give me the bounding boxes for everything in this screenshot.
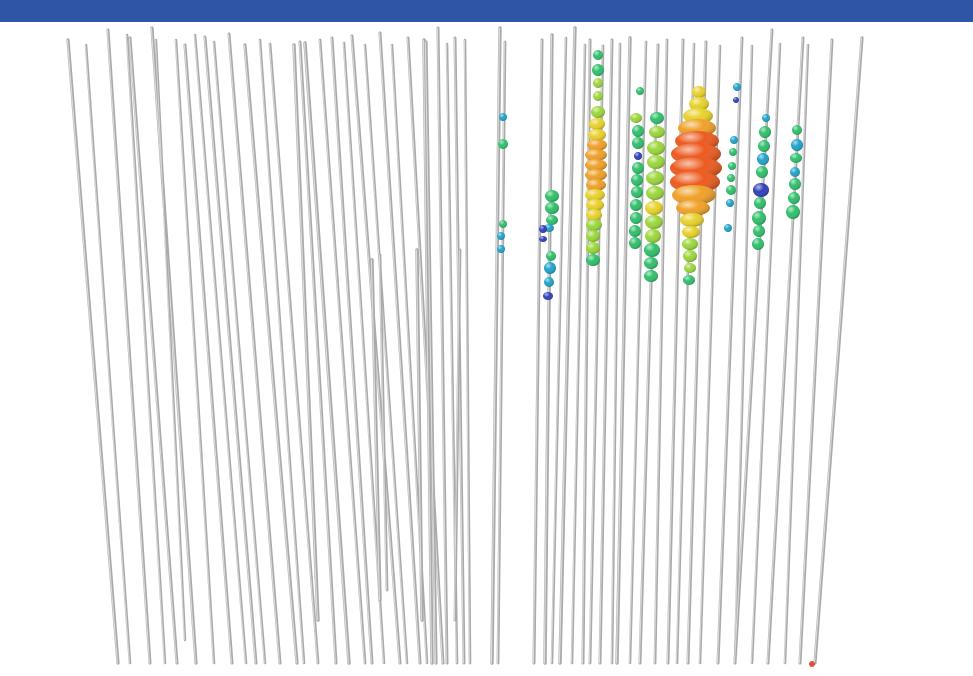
drillhole-trace[interactable] — [244, 45, 297, 663]
assay-sample[interactable] — [754, 197, 766, 209]
assay-sample[interactable] — [543, 292, 553, 300]
assay-sample[interactable] — [759, 126, 771, 138]
assay-sample[interactable] — [593, 91, 603, 101]
assay-sample[interactable] — [684, 263, 696, 273]
drillhole-trace[interactable] — [299, 42, 336, 663]
assay-sample[interactable] — [634, 152, 642, 160]
assay-sample[interactable] — [733, 83, 741, 91]
drillhole-trace[interactable] — [533, 40, 542, 663]
assay-sample[interactable] — [589, 118, 605, 130]
assay-sample[interactable] — [631, 186, 643, 198]
drillhole-trace[interactable] — [228, 34, 280, 663]
assay-sample[interactable] — [730, 136, 738, 144]
assay-sample[interactable] — [544, 277, 554, 287]
assay-sample[interactable] — [632, 137, 644, 149]
assay-sample[interactable] — [786, 205, 800, 219]
assay-sample[interactable] — [630, 212, 642, 224]
assay-sample[interactable] — [592, 64, 604, 76]
assay-sample[interactable] — [632, 162, 644, 174]
assay-sample[interactable] — [683, 275, 695, 285]
assay-sample[interactable] — [727, 174, 735, 182]
assay-sample[interactable] — [682, 226, 700, 238]
assay-sample[interactable] — [726, 199, 734, 207]
assay-sample[interactable] — [499, 220, 507, 228]
drillhole-trace[interactable] — [204, 37, 256, 663]
assay-sample[interactable] — [762, 114, 770, 122]
assay-sample[interactable] — [497, 232, 505, 240]
assay-sample[interactable] — [546, 251, 556, 261]
corner-marker — [809, 661, 815, 667]
assay-sample[interactable] — [631, 174, 643, 186]
assay-sample[interactable] — [586, 219, 602, 231]
drillhole-trace[interactable] — [559, 28, 575, 663]
assay-sample[interactable] — [724, 224, 732, 232]
assay-sample[interactable] — [546, 215, 558, 225]
drillhole-trace[interactable] — [331, 38, 372, 663]
assay-sample[interactable] — [586, 242, 600, 254]
assay-sample[interactable] — [792, 125, 802, 135]
drillhole-trace[interactable] — [107, 30, 150, 663]
assay-sample[interactable] — [647, 155, 665, 169]
assay-sample[interactable] — [591, 106, 605, 118]
assay-sample[interactable] — [753, 183, 769, 197]
assay-sample[interactable] — [790, 167, 800, 177]
assay-sample[interactable] — [650, 112, 664, 124]
drillhole-trace[interactable] — [544, 35, 552, 663]
assay-sample[interactable] — [499, 113, 507, 121]
assay-sample[interactable] — [629, 225, 641, 237]
assay-sample[interactable] — [629, 237, 641, 249]
assay-sample[interactable] — [593, 50, 603, 60]
assay-sample[interactable] — [630, 113, 642, 123]
assay-sample[interactable] — [497, 245, 505, 253]
assay-sample[interactable] — [756, 166, 768, 178]
assay-sample[interactable] — [644, 257, 658, 269]
assay-sample[interactable] — [545, 202, 559, 214]
drillhole-trace[interactable] — [416, 250, 422, 620]
assay-sample[interactable] — [757, 153, 769, 165]
assay-sample[interactable] — [733, 97, 739, 103]
assay-sample[interactable] — [758, 140, 770, 152]
assay-sample[interactable] — [790, 153, 802, 163]
assay-sample[interactable] — [789, 178, 801, 190]
assay-sample[interactable] — [498, 139, 508, 149]
assay-sample[interactable] — [646, 171, 664, 185]
drillhole-trace[interactable] — [454, 250, 460, 620]
assay-sample[interactable] — [692, 86, 706, 98]
assay-sample[interactable] — [752, 211, 766, 225]
assay-sample[interactable] — [753, 225, 765, 237]
assay-sample[interactable] — [644, 243, 660, 257]
assay-sample[interactable] — [632, 125, 644, 137]
drillhole-trace[interactable] — [814, 38, 862, 663]
assay-sample[interactable] — [630, 199, 642, 211]
assay-sample[interactable] — [645, 201, 663, 215]
drillhole-group — [67, 28, 862, 663]
assay-sample[interactable] — [791, 139, 803, 151]
assay-sample[interactable] — [586, 230, 600, 242]
marker-group — [809, 661, 815, 667]
assay-sample[interactable] — [682, 238, 698, 250]
assay-sample[interactable] — [752, 238, 764, 250]
assay-sample[interactable] — [545, 190, 559, 202]
assay-sample[interactable] — [683, 250, 697, 262]
assay-sample[interactable] — [636, 87, 644, 95]
assay-sample[interactable] — [728, 162, 736, 170]
assay-sample[interactable] — [788, 192, 800, 204]
assay-sample[interactable] — [586, 254, 600, 266]
assay-sample[interactable] — [645, 215, 663, 229]
assay-sample[interactable] — [539, 236, 547, 242]
assay-sample[interactable] — [647, 141, 665, 155]
assay-sample[interactable] — [680, 213, 704, 227]
assay-sample[interactable] — [646, 186, 664, 200]
assay-sample[interactable] — [593, 78, 603, 88]
assay-sample[interactable] — [539, 225, 547, 233]
assay-sample[interactable] — [645, 229, 661, 243]
assay-sample[interactable] — [644, 270, 658, 282]
assay-sample[interactable] — [544, 262, 556, 274]
drillhole-trace[interactable] — [464, 40, 470, 663]
assay-sample[interactable] — [726, 185, 736, 195]
assay-sample[interactable] — [729, 148, 737, 156]
assay-sample[interactable] — [649, 126, 665, 138]
